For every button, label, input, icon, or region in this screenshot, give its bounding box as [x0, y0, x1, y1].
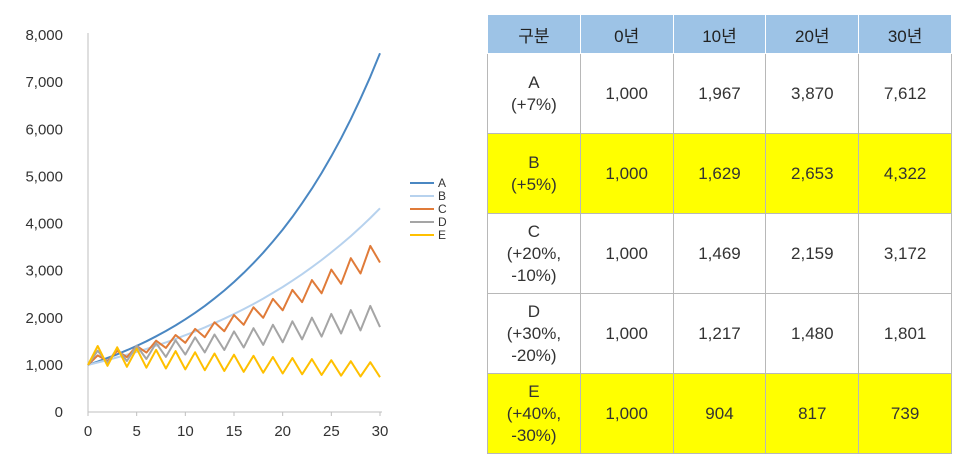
cell-year-0: 1,000 [579, 373, 674, 454]
cell-year-30: 3,172 [858, 213, 952, 294]
row-label: D (+30%, -20%) [487, 293, 581, 374]
row-name: C [527, 221, 541, 241]
header-year-30: 30년 [858, 14, 952, 54]
line-chart: 0 1,000 2,000 3,000 4,000 5,000 6,000 7,000 8,00… [25, 27, 447, 440]
header-year-10: 10년 [672, 14, 767, 54]
table-row-a: A (+7%) 1,000 1,967 3,870 7,612 [487, 53, 952, 134]
row-rate: (+40%, -30%) [506, 403, 562, 445]
x-tick-label: 15 [226, 423, 243, 440]
cell-year-10: 1,217 [672, 293, 767, 374]
row-label: C (+20%, -10%) [487, 213, 581, 294]
x-tick-label: 25 [323, 423, 340, 440]
cell-year-0: 1,000 [579, 53, 674, 134]
cell-year-0: 1,000 [579, 293, 674, 374]
series-line-e [87, 345, 381, 378]
legend-label-e: E [438, 228, 446, 242]
header-year-0: 0년 [579, 14, 674, 54]
y-tick-label: 4,000 [25, 216, 63, 233]
legend-label-a: A [438, 176, 446, 190]
row-rate: (+7%) [510, 94, 557, 114]
y-tick-label: 8,000 [25, 27, 63, 44]
cell-year-30: 7,612 [858, 53, 952, 134]
y-tick-label: 7,000 [25, 74, 63, 91]
y-tick-label: 2,000 [25, 310, 63, 327]
cell-year-0: 1,000 [579, 213, 674, 294]
cell-year-10: 1,469 [672, 213, 767, 294]
header-year-20: 20년 [765, 14, 860, 54]
row-label: A (+7%) [487, 53, 581, 134]
y-tick-label: 5,000 [25, 168, 63, 185]
cell-year-30: 1,801 [858, 293, 952, 374]
cell-year-20: 817 [765, 373, 860, 454]
header-category: 구분 [487, 14, 581, 54]
series-line-d [87, 304, 381, 366]
table-row-b: B (+5%) 1,000 1,629 2,653 4,322 [487, 133, 952, 214]
cell-year-10: 1,629 [672, 133, 767, 214]
cell-year-10: 1,967 [672, 53, 767, 134]
legend-label-c: C [438, 202, 447, 216]
row-label: B (+5%) [487, 133, 581, 214]
table-row-d: D (+30%, -20%) 1,000 1,217 1,480 1,801 [487, 293, 952, 374]
x-tick-label: 30 [372, 423, 389, 440]
cell-year-20: 3,870 [765, 53, 860, 134]
cell-year-20: 1,480 [765, 293, 860, 374]
row-name: B [528, 152, 540, 172]
row-rate: (+30%, -20%) [506, 323, 562, 365]
y-tick-label: 0 [55, 404, 63, 421]
x-tick-label: 20 [274, 423, 291, 440]
legend-label-b: B [438, 189, 446, 203]
y-tick-label: 1,000 [25, 357, 63, 374]
x-tick-label: 0 [84, 423, 92, 440]
x-tick-label: 5 [132, 423, 140, 440]
series-line-b [87, 207, 381, 366]
summary-table-container: 구분 0년 10년 20년 30년 A (+7%) 1,000 1,967 3,8… [487, 14, 952, 454]
row-rate: (+5%) [510, 174, 557, 194]
cell-year-20: 2,159 [765, 213, 860, 294]
summary-table: 구분 0년 10년 20년 30년 A (+7%) 1,000 1,967 3,8… [487, 14, 952, 454]
cell-year-20: 2,653 [765, 133, 860, 214]
row-name: E [528, 381, 540, 401]
x-tick-label: 10 [177, 423, 194, 440]
row-name: A [528, 72, 540, 92]
table-header-row: 구분 0년 10년 20년 30년 [487, 14, 952, 54]
series-line-a [87, 52, 381, 366]
cell-year-30: 4,322 [858, 133, 952, 214]
row-rate: (+20%, -10%) [506, 243, 562, 285]
row-label: E (+40%, -30%) [487, 373, 581, 454]
cell-year-30: 739 [858, 373, 952, 454]
table-row-e: E (+40%, -30%) 1,000 904 817 739 [487, 373, 952, 454]
y-tick-label: 6,000 [25, 121, 63, 138]
legend-label-d: D [438, 215, 447, 229]
cell-year-0: 1,000 [579, 133, 674, 214]
y-tick-label: 3,000 [25, 263, 63, 280]
row-name: D [527, 301, 541, 321]
table-row-c: C (+20%, -10%) 1,000 1,469 2,159 3,172 [487, 213, 952, 294]
